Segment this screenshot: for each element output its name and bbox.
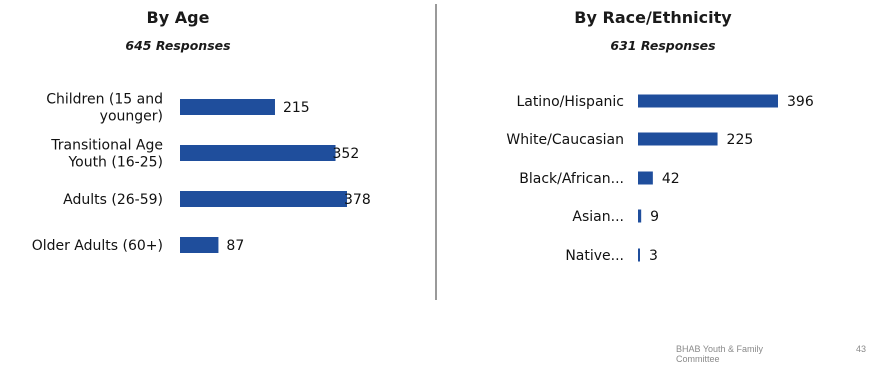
race-chart-title: By Race/Ethnicity <box>574 8 732 27</box>
category-label-line: Asian... <box>572 209 624 225</box>
bar <box>638 248 640 262</box>
category-label-line: White/Caucasian <box>506 132 624 148</box>
age-chart-subtitle: 645 Responses <box>125 38 231 53</box>
value-label: 225 <box>727 132 754 148</box>
category-label-line: Latino/Hispanic <box>516 94 624 110</box>
category-label-line: Older Adults (60+) <box>32 238 163 254</box>
category-label-line: Native... <box>565 248 624 264</box>
race-chart-subtitle: 631 Responses <box>610 38 716 53</box>
age-chart-title: By Age <box>146 8 210 27</box>
category-label: Black/African... <box>519 171 624 187</box>
value-label: 378 <box>344 192 371 208</box>
category-label: Transitional Age Youth (16-25) <box>50 138 163 171</box>
bar <box>638 132 718 146</box>
bar <box>638 209 642 223</box>
race-bar-chart: Latino/Hispanic 396 White/Caucasian 225 Blac… <box>506 94 814 264</box>
value-label: 87 <box>226 238 244 254</box>
race-chart-panel: By Race/Ethnicity 631 Responses Latino/H… <box>438 0 873 366</box>
bar <box>180 145 336 161</box>
value-label: 396 <box>787 94 814 110</box>
age-chart-panel: By Age 645 Responses Children (15 and you… <box>0 0 436 366</box>
value-label: 42 <box>662 171 680 187</box>
value-label: 215 <box>283 100 310 116</box>
category-label: Latino/Hispanic <box>516 94 624 110</box>
age-bar-chart: Children (15 and younger) 215 Transitional … <box>32 92 371 255</box>
category-label: Native... <box>565 248 624 264</box>
category-label-line: younger) <box>100 109 163 125</box>
category-label-line: Adults (26-59) <box>63 192 163 208</box>
category-label: White/Caucasian <box>506 132 624 148</box>
category-label: Older Adults (60+) <box>32 238 163 254</box>
footer-committee: BHAB Youth & Family Committee <box>676 344 764 364</box>
page-number: 43 <box>856 344 867 354</box>
category-label-line: Transitional Age <box>50 138 163 154</box>
category-label: Adults (26-59) <box>63 192 163 208</box>
panel-divider <box>435 4 437 300</box>
category-label-line: Black/African... <box>519 171 624 187</box>
value-label: 9 <box>650 209 659 225</box>
value-label: 3 <box>649 248 658 264</box>
category-label: Asian... <box>572 209 624 225</box>
category-label-line: Youth (16-25) <box>67 155 163 171</box>
bar <box>638 94 778 108</box>
value-label: 352 <box>333 146 360 162</box>
category-label: Children (15 and younger) <box>46 92 163 125</box>
bar <box>180 99 275 115</box>
bar <box>180 191 347 207</box>
bar <box>180 237 219 253</box>
bar <box>638 171 653 185</box>
category-label-line: Children (15 and <box>46 92 163 108</box>
